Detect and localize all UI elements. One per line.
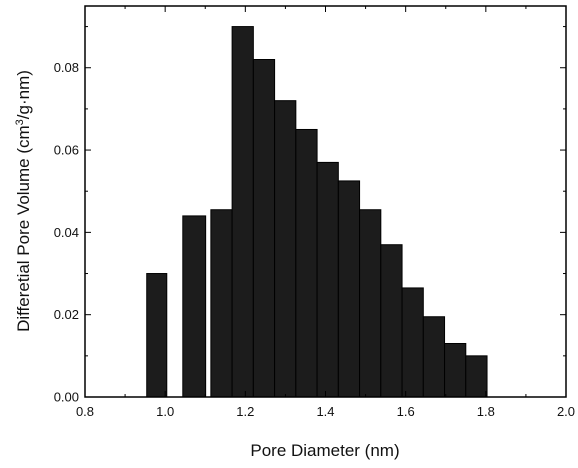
x-tick-label: 1.2 bbox=[236, 404, 254, 419]
y-axis-label-suffix: /g·nm) bbox=[14, 70, 33, 119]
x-tick-label: 0.8 bbox=[76, 404, 94, 419]
y-tick-label: 0.08 bbox=[54, 60, 79, 75]
x-axis-ticks: 0.8 1.0 1.2 1.4 1.6 1.8 2.0 bbox=[76, 6, 575, 419]
bar-4 bbox=[231, 26, 254, 398]
bar-14 bbox=[444, 342, 467, 398]
bar-13 bbox=[422, 316, 446, 398]
x-tick-label: 1.0 bbox=[156, 404, 174, 419]
bar-11 bbox=[380, 244, 403, 398]
bar-15 bbox=[465, 355, 488, 398]
y-tick-label: 0.00 bbox=[54, 390, 79, 405]
bar-10 bbox=[359, 209, 382, 398]
y-axis-label: Differetial Pore Volume (cm3/g·nm) bbox=[14, 70, 33, 332]
y-tick-label: 0.02 bbox=[54, 307, 79, 322]
x-tick-label: 2.0 bbox=[557, 404, 575, 419]
y-tick-label: 0.04 bbox=[54, 225, 79, 240]
bar-3 bbox=[210, 209, 233, 398]
bar-12 bbox=[401, 287, 424, 398]
bar-5 bbox=[252, 59, 276, 398]
bar-2 bbox=[182, 215, 207, 398]
bar-6 bbox=[274, 100, 297, 398]
y-axis-label-prefix: Differetial Pore Volume (cm bbox=[14, 125, 33, 332]
bar-1 bbox=[146, 273, 168, 398]
y-tick-label: 0.06 bbox=[54, 143, 79, 158]
bar-7 bbox=[295, 128, 318, 398]
x-tick-label: 1.6 bbox=[397, 404, 415, 419]
x-tick-label: 1.8 bbox=[477, 404, 495, 419]
bars-group bbox=[146, 26, 488, 398]
y-axis-ticks: 0.00 0.02 0.04 0.06 0.08 bbox=[54, 26, 566, 405]
bar-8 bbox=[316, 161, 339, 398]
bar-9 bbox=[337, 180, 361, 398]
y-axis-label-superscript: 3 bbox=[14, 119, 26, 125]
x-tick-label: 1.4 bbox=[316, 404, 334, 419]
x-axis-label: Pore Diameter (nm) bbox=[250, 441, 399, 460]
